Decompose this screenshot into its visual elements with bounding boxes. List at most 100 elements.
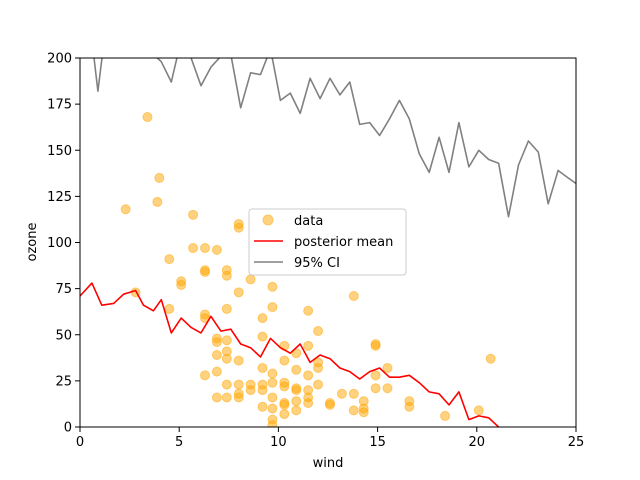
data-point — [440, 410, 451, 421]
data-point — [188, 243, 199, 254]
data-point — [199, 370, 210, 381]
data-point — [303, 370, 314, 381]
data-point — [370, 370, 381, 381]
data-point — [473, 405, 484, 416]
data-point — [233, 379, 244, 390]
data-point — [279, 355, 290, 366]
data-point — [267, 302, 278, 313]
data-point — [348, 388, 359, 399]
data-point — [279, 381, 290, 392]
legend: data posterior mean 95% CI — [248, 208, 407, 276]
posterior-mean-line — [80, 282, 501, 427]
data-point — [303, 340, 314, 351]
data-point — [245, 385, 256, 396]
x-tick-label: 0 — [76, 435, 84, 450]
y-axis-label: ozone — [25, 223, 40, 262]
data-point — [211, 337, 222, 348]
data-point — [233, 287, 244, 298]
data-point — [221, 303, 232, 314]
data-point — [267, 420, 278, 427]
data-point — [257, 313, 268, 324]
y-tick-label: 150 — [47, 144, 72, 159]
data-point — [267, 403, 278, 414]
x-tick-label: 5 — [175, 435, 183, 450]
data-point — [291, 405, 302, 416]
y-tick-label: 125 — [47, 190, 72, 205]
x-axis-ticks: 0 5 10 15 20 25 — [76, 427, 584, 450]
data-point — [336, 388, 347, 399]
data-point — [279, 409, 290, 420]
data-point — [199, 267, 210, 278]
data-point — [221, 353, 232, 364]
legend-frame — [248, 208, 407, 276]
data-point — [267, 368, 278, 379]
data-point — [257, 401, 268, 412]
data-point — [303, 398, 314, 409]
data-point — [233, 222, 244, 233]
data-point — [221, 379, 232, 390]
data-point — [382, 383, 393, 394]
data-point — [370, 340, 381, 351]
data-point — [404, 401, 415, 412]
data-point — [233, 355, 244, 366]
data-point — [358, 407, 369, 418]
legend-label-ci: 95% CI — [294, 256, 340, 271]
data-point — [348, 405, 359, 416]
y-tick-label: 200 — [47, 52, 72, 67]
data-point — [211, 350, 222, 361]
y-axis-ticks: 0 25 50 75 100 125 150 175 200 — [47, 52, 80, 436]
data-point — [257, 362, 268, 373]
data-point — [164, 254, 175, 265]
data-point — [142, 112, 153, 123]
data-point — [267, 281, 278, 292]
data-point — [267, 392, 278, 403]
data-point — [164, 303, 175, 314]
legend-label-data: data — [294, 214, 323, 229]
data-point — [291, 364, 302, 375]
data-point — [370, 383, 381, 394]
data-point — [291, 396, 302, 407]
y-tick-label: 0 — [64, 421, 72, 436]
x-axis-label: wind — [313, 456, 344, 471]
legend-label-posterior-mean: posterior mean — [294, 235, 393, 250]
data-point — [313, 326, 324, 337]
x-tick-label: 25 — [568, 435, 585, 450]
data-point — [152, 196, 163, 207]
data-point — [176, 276, 187, 287]
data-point — [245, 274, 256, 285]
data-point — [313, 362, 324, 373]
data-point — [154, 172, 165, 183]
data-point — [324, 399, 335, 410]
95-ci-line — [93, 58, 576, 218]
data-point — [188, 209, 199, 220]
x-tick-label: 10 — [270, 435, 287, 450]
data-point — [221, 270, 232, 281]
data-point — [348, 291, 359, 302]
data-point — [291, 385, 302, 396]
data-point — [267, 377, 278, 388]
x-tick-label: 15 — [369, 435, 386, 450]
y-tick-label: 50 — [55, 328, 72, 343]
x-tick-label: 20 — [469, 435, 486, 450]
data-point — [233, 392, 244, 403]
data-point — [382, 362, 393, 373]
data-point — [199, 243, 210, 254]
data-point — [303, 305, 314, 316]
legend-marker-data — [262, 214, 274, 226]
data-point — [211, 366, 222, 377]
data-point — [221, 335, 232, 346]
y-tick-label: 25 — [55, 374, 72, 389]
data-point — [211, 392, 222, 403]
data-point — [313, 379, 324, 390]
data-point — [221, 392, 232, 403]
data-point — [279, 399, 290, 410]
series-layer — [80, 58, 576, 427]
y-tick-label: 175 — [47, 98, 72, 113]
data-point — [211, 244, 222, 255]
data-point — [120, 204, 131, 215]
data-point — [257, 331, 268, 342]
data-point — [485, 353, 496, 364]
data-point — [257, 385, 268, 396]
y-tick-label: 75 — [55, 282, 72, 297]
